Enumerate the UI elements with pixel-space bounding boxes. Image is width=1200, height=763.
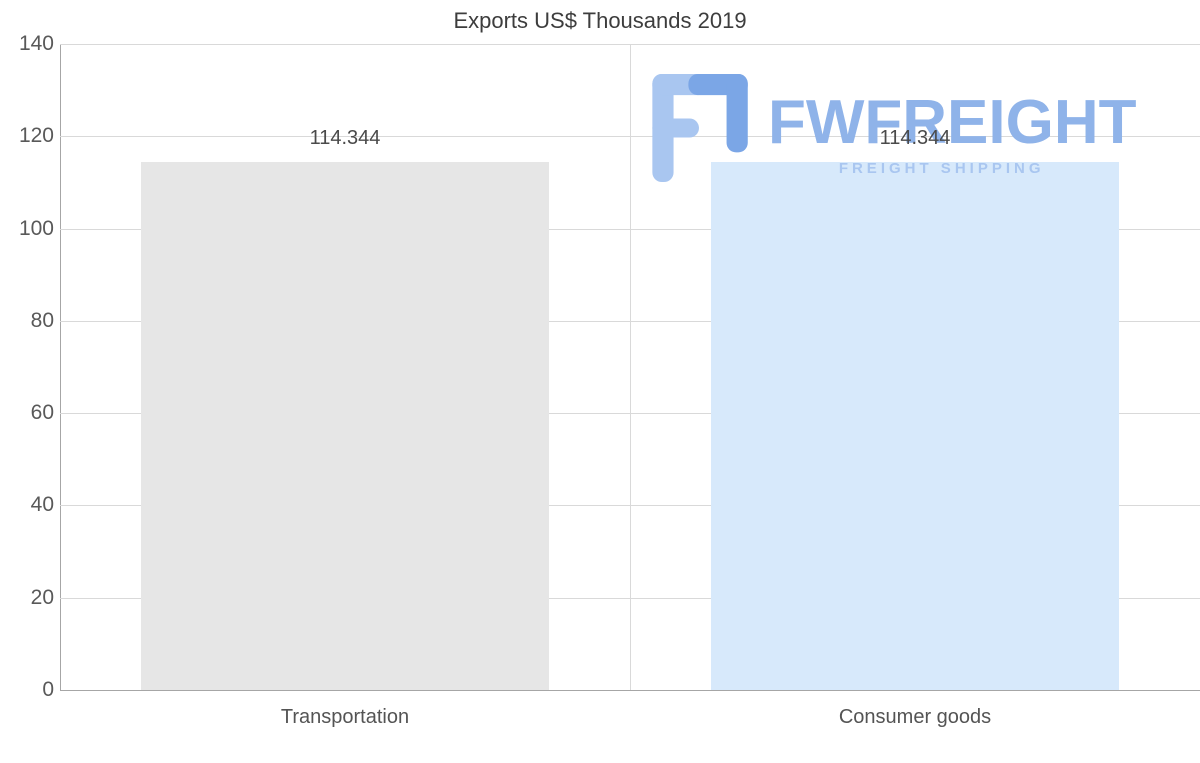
bar-transportation bbox=[141, 162, 549, 690]
watermark-brand: FWFREIGHT bbox=[768, 88, 1137, 157]
bar-value-label: 114.344 bbox=[879, 127, 951, 150]
x-axis-label-transportation: Transportation bbox=[280, 706, 410, 728]
plot-area: FWFREIGHT FREIGHT SHIPPING 0 20 40 60 80 100 1… bbox=[19, 32, 1200, 728]
y-tick-label: 0 bbox=[42, 678, 54, 701]
y-tick-label: 100 bbox=[18, 216, 54, 240]
y-tick-label: 140 bbox=[18, 32, 54, 55]
gridline-y-0 bbox=[60, 690, 1200, 691]
y-tick-label: 40 bbox=[30, 493, 54, 517]
x-axis-label-consumer-goods: Consumer goods bbox=[838, 706, 992, 728]
bar-value-label: 114.344 bbox=[309, 127, 381, 150]
bar-consumer-goods bbox=[711, 162, 1119, 690]
y-axis-line bbox=[60, 44, 61, 690]
chart-title: Exports US$ Thousands 2019 bbox=[453, 8, 747, 33]
y-tick-label: 60 bbox=[30, 401, 54, 425]
y-tick-label: 20 bbox=[30, 585, 54, 609]
y-tick-label: 120 bbox=[18, 124, 54, 148]
category-divider-gridline bbox=[630, 44, 631, 690]
y-tick-label: 80 bbox=[30, 308, 54, 332]
